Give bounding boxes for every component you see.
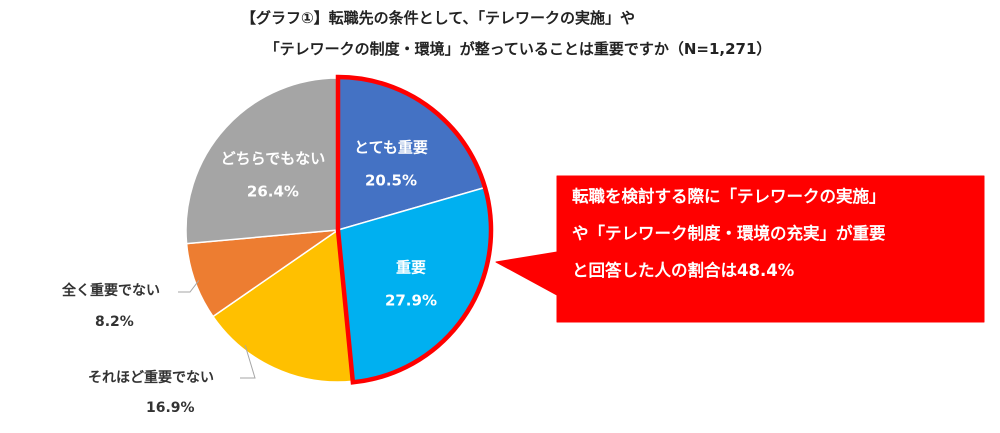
- callout-line1: 転職を検討する際に「テレワークの実施」: [572, 187, 886, 206]
- slice-value-4: 26.4%: [247, 183, 299, 201]
- leader-line-not-so-important: [240, 345, 256, 379]
- slice-label-4: どちらでもない: [221, 150, 326, 168]
- callout-shape: [495, 175, 985, 323]
- leader-line-not-important-at-all: [178, 280, 200, 293]
- slice-value-0: 20.5%: [365, 172, 417, 190]
- callout-text: 転職を検討する際に「テレワークの実施」 や「テレワーク制度・環境の充実」が重要 …: [572, 178, 952, 289]
- chart-title-line2: 「テレワークの制度・環境」が整っていることは重要ですか（N=1,271）: [264, 40, 772, 58]
- inside-labels: とても重要 20.5% 重要 27.9% どちらでもない 26.4%: [221, 139, 437, 310]
- slice-label-0: とても重要: [354, 139, 428, 157]
- leader-lines: [178, 280, 256, 379]
- highlight-outline: [335, 74, 494, 385]
- pie-slices: [185, 77, 491, 383]
- pie-slice-4: [185, 77, 339, 245]
- slice-label-not-important-at-all: 全く重要でない: [62, 283, 160, 299]
- pie-slice-2: [211, 228, 354, 383]
- slice-label-1: 重要: [396, 258, 426, 276]
- slice-label-not-so-important: それほど重要でない: [88, 370, 214, 386]
- callout-line2: や「テレワーク制度・環境の充実」が重要: [572, 224, 886, 243]
- callout-line3: と回答した人の割合は48.4%: [572, 261, 795, 280]
- slice-value-1: 27.9%: [385, 291, 437, 309]
- chart-title-line1: 【グラフ①】転職先の条件として、「テレワークの実施」や: [240, 9, 635, 27]
- slice-value-not-so-important: 16.9%: [146, 400, 195, 416]
- slice-value-not-important-at-all: 8.2%: [95, 314, 134, 330]
